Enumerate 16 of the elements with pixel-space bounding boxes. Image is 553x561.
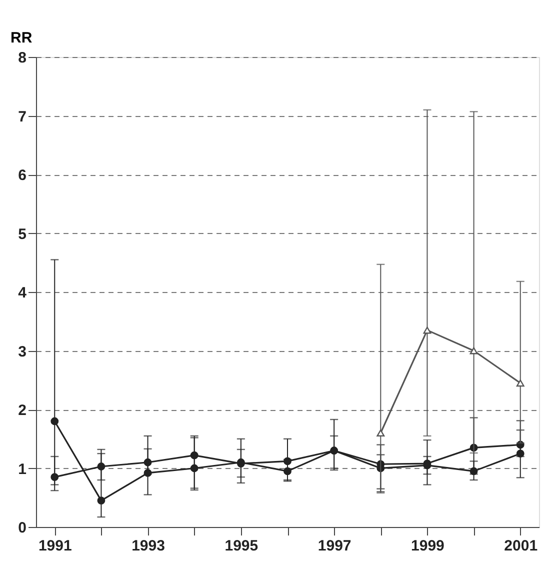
y-tick-label: 3	[18, 343, 26, 360]
y-axis-title: RR	[10, 30, 32, 46]
x-tick-label: 1999	[411, 538, 444, 554]
x-tick-label: 1995	[224, 538, 258, 554]
y-tick-label: 0	[18, 520, 26, 536]
y-tick-label: 1	[18, 460, 26, 478]
x-tick-label: 1993	[132, 538, 165, 554]
x-tick-label: 1991	[38, 538, 72, 554]
y-tick-label: 2	[18, 402, 26, 419]
x-tick-label: 2001	[504, 538, 538, 554]
y-tick-label: 8	[18, 50, 26, 66]
y-tick-label: 7	[18, 108, 26, 126]
y-tick-label: 4	[18, 284, 28, 302]
y-tick-label: 6	[18, 167, 26, 184]
y-tick-label: 5	[18, 226, 26, 243]
x-tick-label: 1997	[318, 538, 352, 554]
